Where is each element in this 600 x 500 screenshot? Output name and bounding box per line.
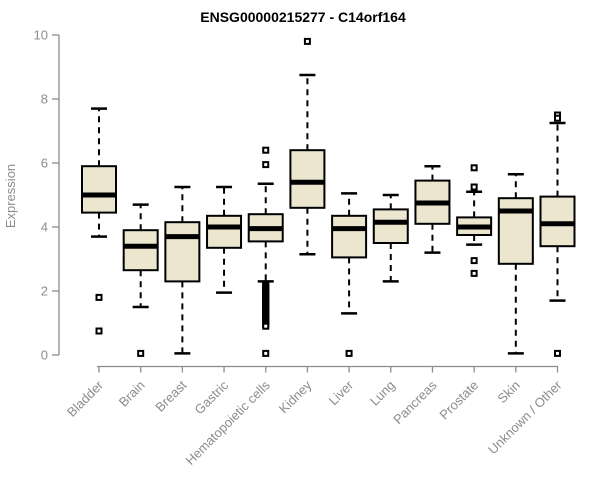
box-skin bbox=[497, 172, 534, 355]
outlier-point bbox=[137, 349, 145, 357]
box-hematopoietic-cells bbox=[247, 146, 284, 357]
outlier-point bbox=[470, 257, 478, 265]
box-bladder bbox=[81, 107, 117, 335]
iqr-box bbox=[122, 229, 159, 272]
box-gastric bbox=[206, 185, 243, 294]
x-tick-label-bladder: Bladder bbox=[64, 377, 107, 420]
x-tick-label-unknown-other: Unknown / Other bbox=[485, 377, 565, 457]
box-unknown-other bbox=[539, 111, 576, 357]
box-pancreas bbox=[414, 164, 451, 254]
box-kidney bbox=[289, 37, 326, 256]
x-tick-label-pancreas: Pancreas bbox=[390, 377, 440, 427]
iqr-box bbox=[81, 165, 117, 214]
box-liver bbox=[331, 192, 368, 357]
y-tick-label: 4 bbox=[41, 220, 48, 235]
x-tick-label-brain: Brain bbox=[116, 378, 148, 410]
y-tick-label: 10 bbox=[34, 28, 48, 43]
outlier-point bbox=[303, 37, 311, 45]
iqr-box bbox=[206, 214, 243, 249]
x-tick-label-kidney: Kidney bbox=[276, 377, 315, 416]
outlier-point bbox=[262, 322, 270, 330]
outlier-point bbox=[345, 349, 353, 357]
iqr-box bbox=[164, 221, 201, 283]
outlier-point bbox=[470, 269, 478, 277]
x-tick-label-skin: Skin bbox=[494, 378, 522, 406]
y-tick-label: 2 bbox=[41, 284, 48, 299]
box-lung bbox=[372, 193, 409, 283]
x-tick-label-liver: Liver bbox=[326, 377, 357, 408]
y-tick-label: 6 bbox=[41, 156, 48, 171]
box-prostate bbox=[456, 164, 493, 277]
outlier-point bbox=[95, 293, 103, 301]
outlier-point bbox=[554, 349, 561, 357]
y-tick-label: 8 bbox=[41, 92, 48, 107]
x-tick-label-breast: Breast bbox=[152, 377, 189, 414]
y-tick-label: 0 bbox=[41, 348, 48, 363]
outlier-point bbox=[262, 161, 270, 169]
box-brain bbox=[122, 203, 159, 357]
y-axis-label: Expression bbox=[3, 164, 18, 228]
x-tick-label-gastric: Gastric bbox=[191, 377, 231, 417]
iqr-box bbox=[497, 197, 534, 265]
outlier-point bbox=[262, 349, 270, 357]
outlier-point bbox=[554, 114, 561, 122]
outlier-point bbox=[262, 146, 270, 154]
x-tick-label-prostate: Prostate bbox=[436, 378, 481, 423]
outlier-point bbox=[470, 164, 478, 172]
x-tick-label-lung: Lung bbox=[367, 378, 398, 409]
iqr-box bbox=[331, 214, 368, 259]
outlier-point bbox=[470, 183, 478, 191]
box-breast bbox=[164, 185, 201, 355]
chart-title: ENSG00000215277 - C14orf164 bbox=[200, 9, 406, 25]
iqr-box bbox=[289, 149, 326, 209]
iqr-box bbox=[372, 208, 409, 244]
outlier-point bbox=[95, 327, 103, 335]
